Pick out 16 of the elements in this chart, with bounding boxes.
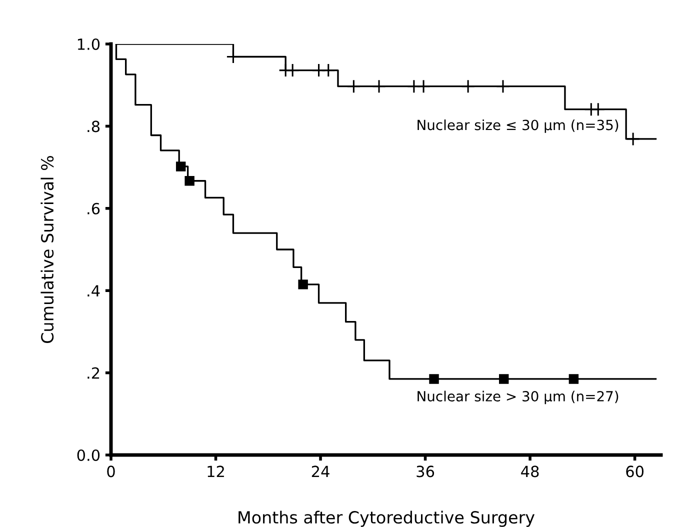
y-tick-label: 1.0 bbox=[78, 38, 100, 50]
y-tick-label: 0.0 bbox=[77, 449, 100, 462]
x-axis-title: Months after Cytoreductive Surgery bbox=[238, 510, 535, 527]
x-tick-label: 60 bbox=[626, 466, 644, 478]
x-tick-label: 48 bbox=[521, 466, 539, 478]
y-tick-label: .8 bbox=[88, 120, 100, 132]
x-tick-label: 36 bbox=[416, 466, 434, 478]
annotation: Nuclear size > 30 μm (n=27) bbox=[418, 390, 618, 404]
y-tick-label: .6 bbox=[88, 202, 100, 214]
x-tick-label: 0 bbox=[107, 466, 115, 478]
y-tick-label: .4 bbox=[88, 285, 100, 296]
annotation: Nuclear size ≤ 30 μm (n=35) bbox=[418, 119, 618, 133]
y-tick-label: .2 bbox=[88, 367, 100, 379]
x-tick-label: 12 bbox=[208, 466, 224, 478]
x-tick-label: 24 bbox=[312, 466, 330, 478]
y-axis-title: Cumulative Survival % bbox=[40, 156, 54, 343]
